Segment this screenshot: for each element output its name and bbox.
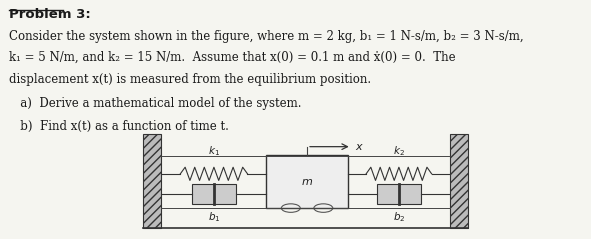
Bar	[192, 184, 236, 204]
Bar	[450, 134, 469, 228]
Text: b)  Find x(t) as a function of time t.: b) Find x(t) as a function of time t.	[9, 120, 229, 132]
Bar	[143, 134, 161, 228]
Text: $x$: $x$	[355, 142, 364, 152]
Text: k₁ = 5 N/m, and k₂ = 15 N/m.  Assume that x(0) = 0.1 m and ẋ(0) = 0.  The: k₁ = 5 N/m, and k₂ = 15 N/m. Assume that…	[9, 51, 456, 64]
Bar	[267, 155, 348, 208]
Bar	[377, 184, 421, 204]
Text: displacement x(t) is measured from the equilibrium position.: displacement x(t) is measured from the e…	[9, 73, 371, 87]
Text: a)  Derive a mathematical model of the system.: a) Derive a mathematical model of the sy…	[9, 97, 302, 110]
Text: Consider the system shown in the figure, where m = 2 kg, b₁ = 1 N-s/m, b₂ = 3 N-: Consider the system shown in the figure,…	[9, 30, 524, 43]
Text: $k_1$: $k_1$	[208, 145, 220, 158]
Text: $b_1$: $b_1$	[207, 210, 220, 223]
Text: $b_2$: $b_2$	[392, 210, 405, 223]
Text: $k_2$: $k_2$	[393, 145, 405, 158]
Text: Problem 3:: Problem 3:	[9, 8, 91, 22]
Text: $m$: $m$	[301, 177, 313, 186]
